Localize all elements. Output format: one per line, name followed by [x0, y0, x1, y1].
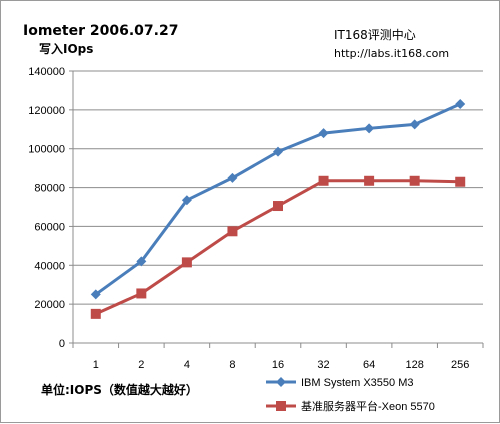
x-tick-label-128: 128 — [405, 359, 423, 371]
series-1-point-128 — [409, 175, 420, 186]
legend-marker-0 — [276, 377, 286, 387]
series-0-point-1 — [90, 289, 101, 300]
series-0 — [90, 99, 466, 300]
y-tick-label-100000: 100000 — [28, 144, 65, 156]
series-1-point-4 — [181, 257, 192, 268]
legend-item-1: 基准服务器平台-Xeon 5570 — [266, 399, 435, 413]
series-1 — [90, 175, 466, 319]
series-0-point-32 — [318, 128, 329, 139]
legend: IBM System X3550 M3 基准服务器平台-Xeon 5570 — [266, 377, 435, 413]
gridlines — [73, 70, 483, 305]
legend-label-1: 基准服务器平台-Xeon 5570 — [301, 399, 435, 413]
y-tick-label-120000: 120000 — [28, 105, 65, 117]
x-tick-label-64: 64 — [363, 359, 375, 371]
x-tick-label-16: 16 — [272, 359, 284, 371]
x-axis-ticks: 1 2 4 8 16 32 64 128 256 — [93, 359, 470, 371]
series-0-point-2 — [136, 256, 147, 267]
x-tick-label-4: 4 — [184, 359, 190, 371]
y-tick-label-40000: 40000 — [34, 260, 65, 272]
series-1-point-1 — [90, 308, 101, 319]
series-1-point-2 — [136, 288, 147, 299]
axes — [69, 70, 484, 348]
x-tick-label-8: 8 — [229, 359, 235, 371]
series-0-point-64 — [364, 123, 375, 134]
series-layer — [90, 99, 466, 319]
x-tick-label-256: 256 — [451, 359, 469, 371]
series-1-point-256 — [455, 176, 466, 187]
watermark-url: http://labs.it168.com — [334, 47, 449, 60]
series-1-point-16 — [273, 201, 283, 212]
series-1-point-32 — [318, 175, 329, 186]
legend-item-0: IBM System X3550 M3 — [266, 377, 414, 389]
series-0-point-256 — [455, 99, 466, 110]
series-1-point-64 — [364, 175, 375, 186]
y-tick-label-140000: 140000 — [28, 66, 65, 78]
legend-marker-1 — [276, 401, 286, 411]
y-tick-label-60000: 60000 — [34, 221, 65, 233]
x-tick-label-1: 1 — [93, 359, 99, 371]
y-tick-label-20000: 20000 — [34, 299, 65, 311]
series-0-point-4 — [181, 195, 192, 206]
y-tick-label-0: 0 — [59, 338, 65, 350]
series-0-point-128 — [409, 119, 420, 130]
chart-subtitle: 写入IOps — [39, 42, 93, 56]
series-0-point-8 — [227, 172, 238, 183]
series-0-point-16 — [273, 146, 283, 157]
y-axis-ticks: 0 20000 40000 60000 80000 100000 120000 140000 — [28, 66, 65, 350]
chart-title: Iometer 2006.07.27 — [23, 23, 178, 39]
y-tick-label-80000: 80000 — [34, 183, 65, 195]
series-line-0 — [94, 102, 461, 296]
legend-label-0: IBM System X3550 M3 — [301, 377, 414, 389]
watermark-site: IT168评测中心 — [334, 27, 416, 42]
series-1-point-8 — [227, 226, 238, 237]
x-tick-label-32: 32 — [317, 359, 329, 371]
unit-footnote: 单位:IOPS（数值越大越好） — [41, 382, 198, 397]
x-tick-label-2: 2 — [138, 359, 144, 371]
